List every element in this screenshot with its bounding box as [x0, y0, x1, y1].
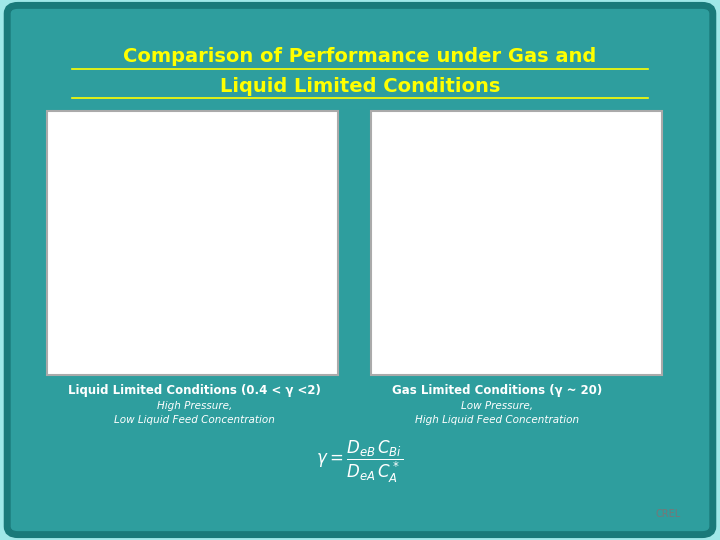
- Legend: Steady State, Unsteady State (Cyclic flow, Avg. Split, 0.5): Steady State, Unsteady State (Cyclic flo…: [182, 338, 325, 356]
- Text: $\gamma = \dfrac{D_{eB}\,C_{Bi}}{D_{eA}\,C_A^*}$: $\gamma = \dfrac{D_{eB}\,C_{Bi}}{D_{eA}\…: [317, 438, 403, 485]
- X-axis label: Space time (s): Space time (s): [492, 380, 559, 389]
- Text: Liquid Limited Conditions: Liquid Limited Conditions: [220, 77, 500, 96]
- Legend: Flow Mod. (Cyclic 90s, S=0.5), Steady State: Flow Mod. (Cyclic 90s, S=0.5), Steady St…: [521, 336, 642, 356]
- Text: Gas Limited Conditions (γ ~ 20): Gas Limited Conditions (γ ~ 20): [392, 384, 602, 397]
- Y-axis label: Conversion (X): Conversion (X): [369, 210, 378, 276]
- Text: Liquid Limited Conditions (0.4 < γ <2): Liquid Limited Conditions (0.4 < γ <2): [68, 384, 321, 397]
- Text: Comparison of Performance under Gas and: Comparison of Performance under Gas and: [123, 47, 597, 66]
- Text: Low Liquid Feed Concentration: Low Liquid Feed Concentration: [114, 415, 275, 425]
- Text: High Pressure,: High Pressure,: [157, 401, 232, 411]
- Text: High Liquid Feed Concentration: High Liquid Feed Concentration: [415, 415, 579, 425]
- Text: Low Pressure,: Low Pressure,: [461, 401, 533, 411]
- Text: CREL: CREL: [655, 509, 680, 519]
- X-axis label: Space time (s): Space time (s): [172, 380, 238, 389]
- Y-axis label: Conversion(X): Conversion(X): [50, 211, 59, 275]
